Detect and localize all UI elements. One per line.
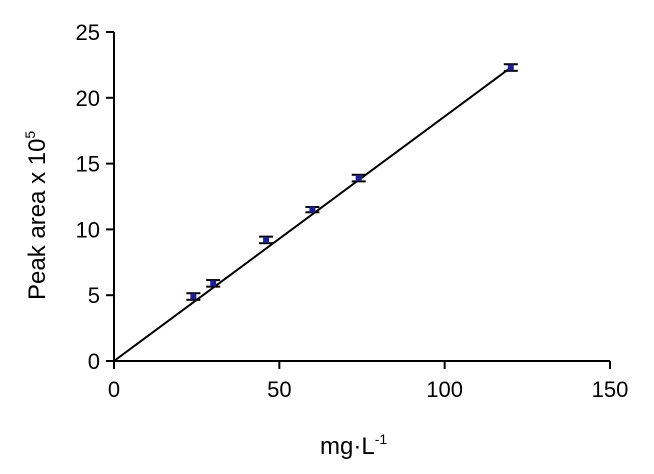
data-point [351, 173, 366, 183]
x-axis-title: mg·L-1 [320, 431, 387, 460]
y-axis-ticks: 0 5 10 15 20 25 [76, 20, 114, 374]
data-point [305, 206, 320, 214]
y-tick-label: 10 [76, 217, 100, 242]
fit-line-group [113, 66, 512, 362]
data-points [186, 63, 518, 301]
x-tick-label: 150 [592, 377, 629, 402]
fit-line [113, 66, 512, 362]
point-marker [309, 206, 316, 213]
data-point [206, 279, 221, 288]
data-point [259, 235, 274, 245]
axes [113, 32, 610, 362]
data-point [503, 63, 518, 72]
y-tick-label: 20 [76, 86, 100, 111]
y-axis-title-text: Peak area x 10 [24, 139, 51, 300]
y-tick-label: 0 [88, 349, 100, 374]
x-tick-label: 100 [426, 377, 463, 402]
y-tick-label: 15 [76, 152, 100, 177]
data-point [186, 292, 201, 301]
x-axis-title-superscript: -1 [375, 431, 388, 447]
point-marker [355, 175, 362, 182]
point-marker [210, 280, 217, 287]
y-axis-title: Peak area x 105 [22, 131, 51, 300]
point-marker [263, 236, 270, 243]
y-axis-title-superscript: 5 [22, 131, 38, 139]
x-axis-title-text: mg·L [320, 433, 375, 460]
y-tick-label: 5 [88, 283, 100, 308]
x-tick-label: 0 [108, 377, 120, 402]
x-axis-ticks: 0 50 100 150 [108, 361, 628, 402]
y-tick-label: 25 [76, 20, 100, 45]
point-marker [190, 293, 197, 300]
x-tick-label: 50 [267, 377, 291, 402]
point-marker [507, 64, 514, 71]
